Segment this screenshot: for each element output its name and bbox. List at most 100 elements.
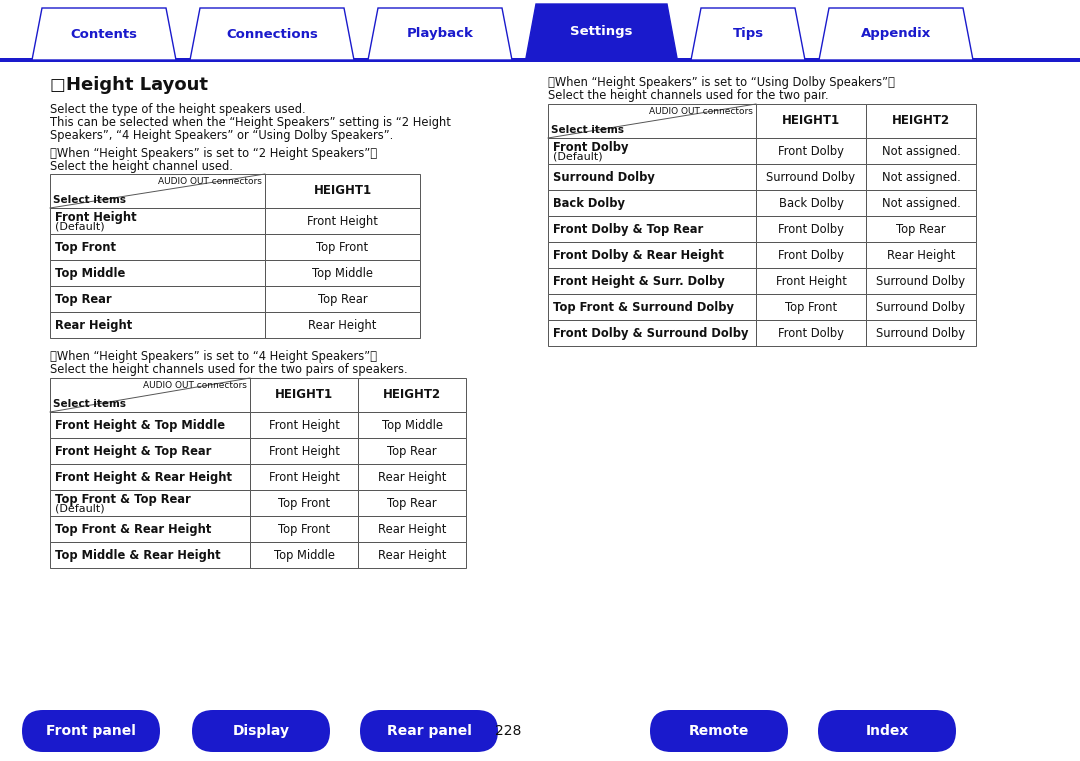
Bar [50, 542, 249, 568]
Bar [249, 438, 357, 464]
Bar [756, 320, 866, 346]
Text: Connections: Connections [226, 27, 318, 40]
Bar [50, 286, 265, 312]
Text: HEIGHT2: HEIGHT2 [383, 389, 441, 402]
FancyBboxPatch shape [650, 710, 788, 752]
Text: Front Height: Front Height [55, 212, 137, 224]
Text: Top Front: Top Front [55, 240, 116, 253]
Text: Front Height & Rear Height: Front Height & Rear Height [55, 470, 232, 483]
Polygon shape [819, 8, 973, 60]
Text: Not assigned.: Not assigned. [881, 196, 960, 209]
Text: 【When “Height Speakers” is set to “4 Height Speakers”】: 【When “Height Speakers” is set to “4 Hei… [50, 350, 377, 363]
Bar [548, 138, 756, 164]
Bar [756, 294, 866, 320]
Text: Top Middle & Rear Height: Top Middle & Rear Height [55, 549, 220, 562]
Bar [756, 190, 866, 216]
Bar [866, 320, 976, 346]
Text: AUDIO OUT connectors: AUDIO OUT connectors [144, 381, 247, 390]
Bar [548, 164, 756, 190]
Text: HEIGHT2: HEIGHT2 [892, 114, 950, 128]
Text: HEIGHT1: HEIGHT1 [782, 114, 840, 128]
Text: Top Front: Top Front [278, 496, 330, 510]
Text: Front Height & Surr. Dolby: Front Height & Surr. Dolby [553, 275, 725, 288]
Bar [249, 516, 357, 542]
Bar [50, 174, 265, 208]
Text: Select items: Select items [53, 195, 126, 205]
Text: Front Dolby: Front Dolby [778, 145, 843, 158]
Text: Select the height channels used for the two pairs of speakers.: Select the height channels used for the … [50, 363, 407, 376]
Bar [866, 242, 976, 268]
Text: Top Middle: Top Middle [55, 266, 125, 279]
Text: Select the height channel used.: Select the height channel used. [50, 160, 233, 173]
FancyBboxPatch shape [360, 710, 498, 752]
Text: Top Front & Rear Height: Top Front & Rear Height [55, 523, 212, 536]
Text: Surround Dolby: Surround Dolby [877, 275, 966, 288]
Bar [249, 412, 357, 438]
Bar [265, 208, 420, 234]
Text: Rear Height: Rear Height [308, 319, 377, 332]
Bar [249, 378, 357, 412]
Text: Top Front: Top Front [278, 523, 330, 536]
Bar [265, 174, 420, 208]
Text: AUDIO OUT connectors: AUDIO OUT connectors [158, 177, 262, 186]
Bar [548, 320, 756, 346]
Bar [548, 242, 756, 268]
Text: Surround Dolby: Surround Dolby [877, 326, 966, 339]
Bar [357, 378, 465, 412]
Bar [50, 312, 265, 338]
Bar [50, 234, 265, 260]
Text: Rear Height: Rear Height [378, 523, 446, 536]
Text: Top Rear: Top Rear [318, 292, 367, 305]
Bar [0, 58, 1080, 62]
Text: 【When “Height Speakers” is set to “2 Height Speakers”】: 【When “Height Speakers” is set to “2 Hei… [50, 147, 377, 160]
Text: Top Front: Top Front [316, 240, 368, 253]
Text: Tips: Tips [732, 27, 764, 40]
Text: Front panel: Front panel [46, 724, 136, 738]
Bar [265, 260, 420, 286]
Text: Front Height & Top Middle: Front Height & Top Middle [55, 419, 225, 431]
Text: Top Front: Top Front [785, 301, 837, 314]
Bar [357, 412, 465, 438]
Bar [548, 104, 756, 138]
Text: Rear panel: Rear panel [387, 724, 472, 738]
Bar [357, 516, 465, 542]
Text: Top Middle: Top Middle [381, 419, 443, 431]
Text: Front Height & Top Rear: Front Height & Top Rear [55, 444, 212, 457]
Bar [265, 286, 420, 312]
Text: Top Rear: Top Rear [896, 222, 946, 235]
Bar [249, 542, 357, 568]
Text: Back Dolby: Back Dolby [553, 196, 625, 209]
Bar [249, 464, 357, 490]
Bar [756, 104, 866, 138]
Text: Select the type of the height speakers used.: Select the type of the height speakers u… [50, 103, 306, 116]
Text: Front Dolby & Surround Dolby: Front Dolby & Surround Dolby [553, 326, 748, 339]
Bar [756, 164, 866, 190]
Text: This can be selected when the “Height Speakers” setting is “2 Height: This can be selected when the “Height Sp… [50, 116, 450, 129]
Bar [265, 234, 420, 260]
Bar [756, 268, 866, 294]
Text: Rear Height: Rear Height [55, 319, 132, 332]
Text: Front Height: Front Height [269, 470, 339, 483]
Bar [50, 464, 249, 490]
Text: Index: Index [865, 724, 908, 738]
Text: Top Middle: Top Middle [273, 549, 335, 562]
Text: Select the height channels used for the two pair.: Select the height channels used for the … [548, 89, 828, 102]
Text: Surround Dolby: Surround Dolby [767, 170, 855, 183]
Text: Front Dolby: Front Dolby [553, 142, 629, 154]
FancyBboxPatch shape [192, 710, 330, 752]
Text: Settings: Settings [570, 24, 633, 37]
Bar [866, 268, 976, 294]
Text: □: □ [50, 76, 71, 94]
Bar [866, 190, 976, 216]
Text: Top Front & Surround Dolby: Top Front & Surround Dolby [553, 301, 734, 314]
Text: Front Height: Front Height [775, 275, 847, 288]
Bar [866, 138, 976, 164]
Bar [50, 208, 265, 234]
Text: Rear Height: Rear Height [887, 249, 955, 262]
Bar [866, 104, 976, 138]
Bar [866, 216, 976, 242]
Bar [249, 490, 357, 516]
Text: 【When “Height Speakers” is set to “Using Dolby Speakers”】: 【When “Height Speakers” is set to “Using… [548, 76, 895, 89]
Text: Select items: Select items [551, 125, 624, 135]
Text: Playback: Playback [406, 27, 473, 40]
